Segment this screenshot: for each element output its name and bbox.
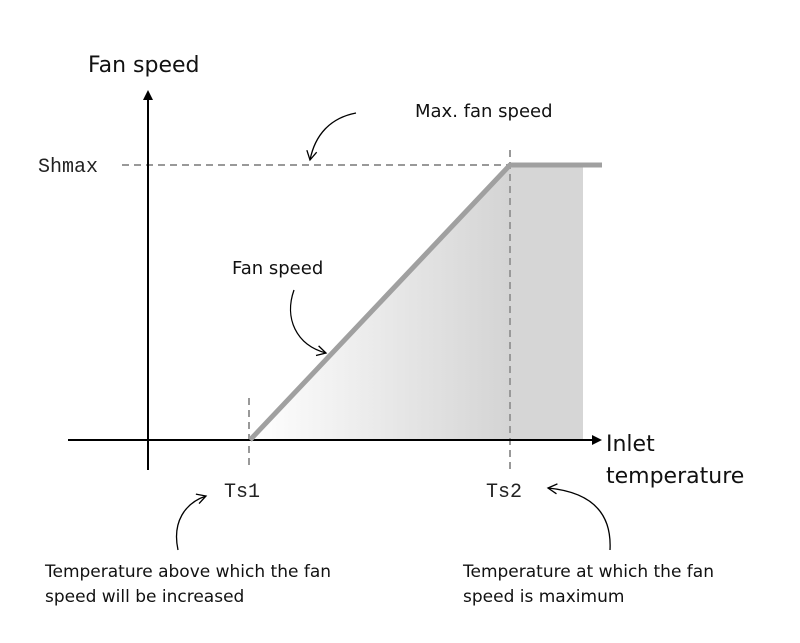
fan-speed-arrow bbox=[289, 289, 328, 357]
ts1-note: Temperature above which the fan bbox=[44, 562, 331, 582]
x-axis-label: temperature bbox=[606, 464, 744, 489]
max-area bbox=[510, 165, 583, 440]
ts2-note: Temperature at which the fan bbox=[462, 562, 714, 582]
max-speed-arrow bbox=[306, 112, 357, 162]
ts1-arrow bbox=[176, 493, 208, 551]
fan-speed-annotation: Fan speed bbox=[232, 258, 323, 279]
shmax-label: Shmax bbox=[38, 156, 98, 179]
x-axis-label: Inlet bbox=[606, 432, 655, 457]
ts2-arrow bbox=[546, 483, 611, 551]
fan-speed-curve bbox=[248, 162, 602, 442]
y-axis-label: Fan speed bbox=[88, 53, 200, 78]
max-speed-annotation: Max. fan speed bbox=[415, 101, 553, 122]
ts2-label: Ts2 bbox=[486, 481, 522, 504]
ts2-note: speed is maximum bbox=[463, 587, 624, 607]
ts1-label: Ts1 bbox=[224, 481, 260, 504]
ts1-note: speed will be increased bbox=[45, 587, 244, 607]
